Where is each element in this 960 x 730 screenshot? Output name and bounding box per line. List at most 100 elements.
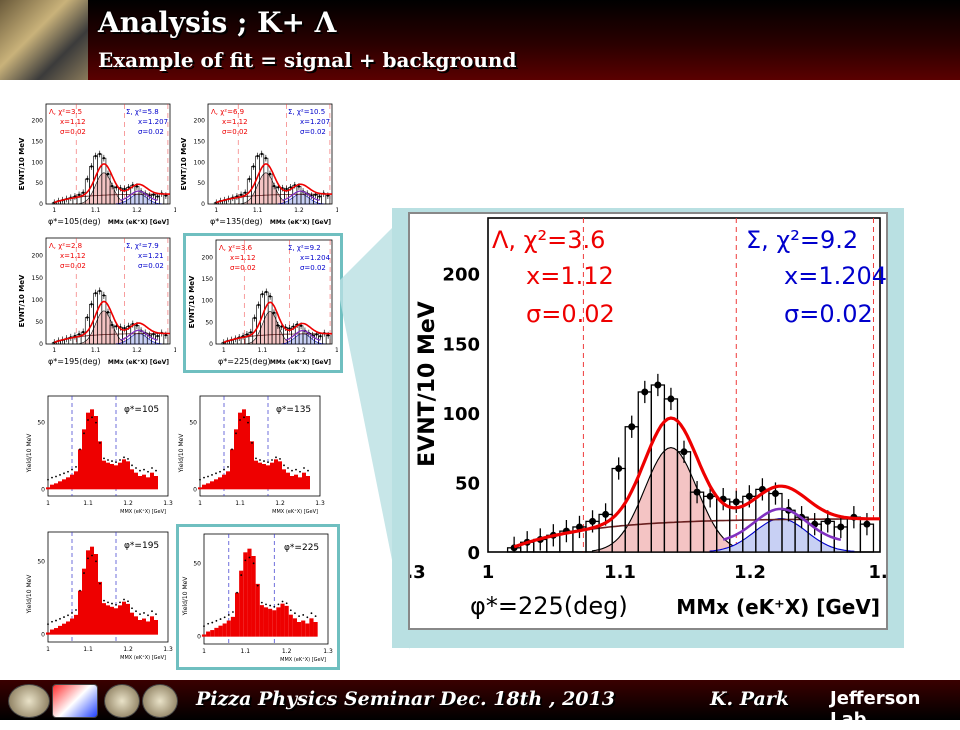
zoom-lambda-x: x=1.12 <box>526 262 614 290</box>
yield-bar-2-11 <box>90 546 94 635</box>
yield-point-1-26 <box>303 467 305 469</box>
yield-bar-3-2 <box>210 630 215 637</box>
data-point-6 <box>589 517 597 525</box>
yield-point-2-1 <box>51 620 53 623</box>
yield-bar-0-25 <box>146 477 150 490</box>
data-point-9 <box>90 303 93 306</box>
zoom-xtick-1: 1 <box>482 562 495 583</box>
yield-point-3-22 <box>294 612 296 615</box>
yield-xtick-1-2: 1.2 <box>275 500 285 507</box>
data-point-20 <box>135 185 139 188</box>
yield-bar-2-16 <box>110 606 114 635</box>
yield-point-1-2 <box>207 475 209 478</box>
yield-point-1-11 <box>243 416 245 419</box>
zoom-ytick-2: 100 <box>442 404 480 425</box>
fit-xlabel-0: MMx (eK⁺X) [GeV] <box>108 219 169 226</box>
university-seal-2 <box>142 684 178 718</box>
yield-point-2-8 <box>79 589 81 592</box>
data-point-8 <box>86 177 89 181</box>
zoom-xtick-0: .3 <box>410 562 426 583</box>
yield-bar-2-7 <box>74 614 78 635</box>
yield-bar-3-22 <box>292 618 297 637</box>
yield-xtick-1-3: 1.3 <box>315 500 325 507</box>
yield-bar-3-1 <box>206 631 211 637</box>
yield-point-3-3 <box>215 619 218 622</box>
yield-ylabel-1: Yield/10 MeV <box>178 433 185 474</box>
yield-point-3-8 <box>236 591 238 594</box>
fit-lambda-sigma-1: σ=0.02 <box>222 128 248 136</box>
fit-xlabel-1: MMx (eK⁺X) [GeV] <box>270 219 331 226</box>
data-point-13 <box>680 448 688 456</box>
yield-bar-3-0 <box>201 634 207 637</box>
yield-bar-3-14 <box>259 605 264 637</box>
detector-photo <box>0 0 88 80</box>
yield-bar-2-6 <box>70 618 74 635</box>
yield-bar-1-10 <box>238 412 242 490</box>
yield-point-1-9 <box>235 432 237 435</box>
yield-phi-0: φ*=105 <box>124 405 159 415</box>
zoom-ytick-0: 0 <box>467 543 480 564</box>
data-point-8 <box>86 316 89 319</box>
data-point-20 <box>299 324 303 327</box>
yield-ylabel-0: Yield/10 MeV <box>26 433 33 474</box>
data-point-13 <box>268 172 272 176</box>
fit-sigma-chi-0: Σ, χ²=5.8 <box>126 108 159 116</box>
data-point-27 <box>164 194 168 197</box>
yield-bar-0-23 <box>138 476 142 490</box>
yield-point-3-10 <box>244 559 247 562</box>
data-point-6 <box>239 193 243 197</box>
data-point-12 <box>667 395 675 403</box>
yield-point-0-15 <box>107 459 109 461</box>
yield-bar-0-26 <box>150 472 154 490</box>
yield-point-0-4 <box>63 472 65 475</box>
data-point-11 <box>98 289 101 293</box>
yield-bar-2-17 <box>114 608 118 635</box>
yield-xtick-2-1: 1.1 <box>83 646 93 653</box>
data-point-24 <box>152 333 155 336</box>
data-point-10 <box>256 154 259 158</box>
yield-point-3-9 <box>240 574 243 576</box>
data-point-14 <box>276 324 280 327</box>
yield-bar-1-27 <box>306 476 310 490</box>
fit-ytick-3-4: 200 <box>202 254 214 261</box>
yield-bar-3-3 <box>214 627 219 637</box>
fit-lambda-x-0: x=1.12 <box>60 118 86 126</box>
data-point-7 <box>602 510 610 518</box>
yield-point-3-1 <box>207 622 210 625</box>
zoom-ytick-1: 50 <box>455 473 480 494</box>
yield-point-0-22 <box>135 467 137 469</box>
yield-bar-1-8 <box>230 449 234 490</box>
fit-lambda-x-3: x=1.12 <box>230 254 256 262</box>
yield-bar-0-0 <box>46 487 50 490</box>
yield-bar-3-12 <box>251 556 256 637</box>
yield-point-3-26 <box>310 612 313 615</box>
yield-ytick-2-1: 50 <box>37 558 45 565</box>
fit-sigma-x-1: x=1.207 <box>300 118 330 126</box>
yield-bar-3-13 <box>255 583 260 637</box>
fit-ytick-0-2: 100 <box>32 159 44 166</box>
data-point-25 <box>318 195 321 198</box>
yield-point-3-7 <box>232 611 234 613</box>
zoom-lambda-sigma: σ=0.02 <box>526 300 615 328</box>
yield-bar-0-27 <box>154 476 158 490</box>
total-fit-curve <box>54 163 170 204</box>
fit-ytick-0-4: 200 <box>32 118 44 125</box>
fit-phi-0: φ*=105(deg) <box>48 217 101 226</box>
data-point-12 <box>102 156 106 160</box>
yield-bar-1-15 <box>258 462 262 490</box>
yield-bar-1-2 <box>206 483 210 490</box>
yield-xtick-2-3: 1.3 <box>163 646 173 653</box>
yield-xlabel-2: MMX (eK⁺X) [GeV] <box>120 655 166 661</box>
slide-title: Analysis ; K+ Λ <box>98 6 337 39</box>
yield-point-1-24 <box>295 468 297 471</box>
yield-point-1-8 <box>231 448 233 451</box>
yield-ytick-1-1: 50 <box>189 420 197 427</box>
zoom-chart-svg: EVNT/10 MeV 0 50 100 150 200 .3 1 1.1 1.2 1. φ*=225… <box>406 217 888 620</box>
yield-bar-2-8 <box>78 590 82 635</box>
fit-lambda-sigma-2: σ=0.02 <box>60 262 86 270</box>
yield-point-3-14 <box>260 601 263 604</box>
lambda-gaussian <box>591 447 750 553</box>
yield-point-1-16 <box>263 460 265 462</box>
data-point-9 <box>257 303 260 307</box>
zoom-xtick-2: 1.1 <box>604 562 636 583</box>
